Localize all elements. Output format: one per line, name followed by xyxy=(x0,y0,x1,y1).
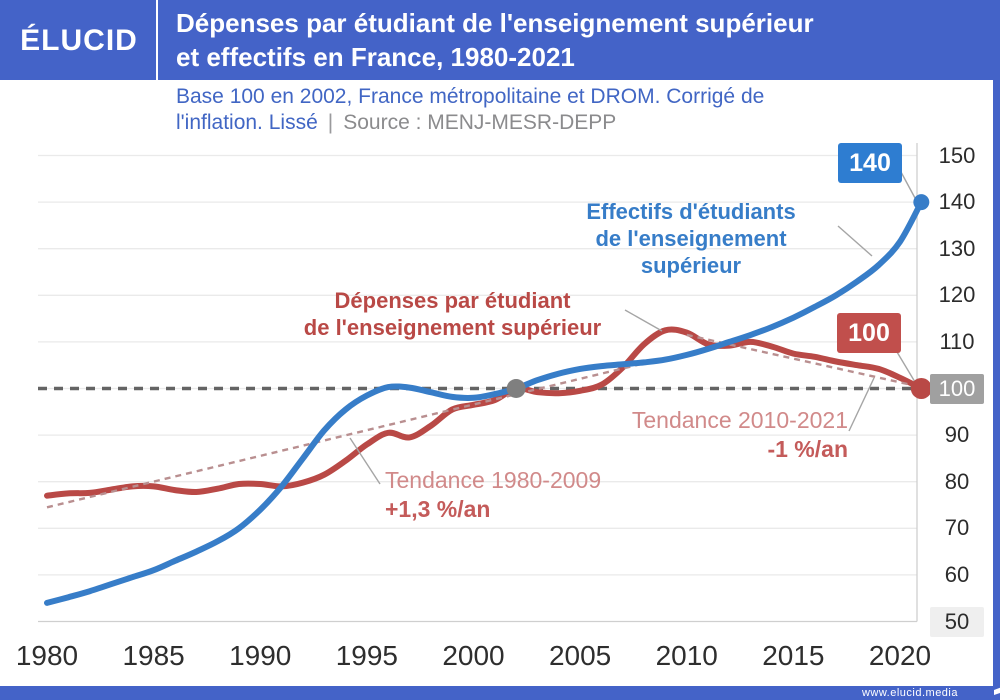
x-tick-label-1990: 1990 xyxy=(229,640,292,671)
base-2002-dot xyxy=(506,379,526,398)
trend-line-1 xyxy=(46,357,666,509)
y-tick-label-80: 80 xyxy=(944,468,970,494)
x-tick-label-1985: 1985 xyxy=(122,640,185,671)
y-tick-label-110: 110 xyxy=(939,328,975,354)
trend2-callout xyxy=(848,377,875,432)
header-divider xyxy=(156,0,158,80)
y-tick-label-150: 150 xyxy=(938,142,976,168)
subtitle-line2: l'inflation. Lissé | Source : MENJ-MESR-DE… xyxy=(176,110,764,136)
trend1-callout xyxy=(349,437,381,485)
depenses-label-callout xyxy=(624,309,663,332)
effectifs-label-callout xyxy=(837,225,873,257)
effectifs-line xyxy=(44,199,925,606)
y-tick-label-140: 140 xyxy=(938,189,976,215)
x-tick-label-2010: 2010 xyxy=(655,640,718,671)
badge100-callout xyxy=(896,351,916,383)
y-tick-label-50: 50 xyxy=(930,606,984,637)
y-tick-label-100: 100 xyxy=(930,373,984,404)
y-tick-label-90: 90 xyxy=(944,422,970,448)
subtitle-method: l'inflation. Lissé xyxy=(176,111,318,134)
x-tick-label-2020: 2020 xyxy=(868,640,932,671)
page-title: Dépenses par étudiant de l'enseignement … xyxy=(176,6,814,74)
subtitle: Base 100 en 2002, France métropolitaine … xyxy=(176,84,764,136)
effectifs-end-dot xyxy=(913,194,930,211)
subtitle-separator: | xyxy=(327,111,334,134)
x-tick-label-2000: 2000 xyxy=(442,640,505,671)
subtitle-line1: Base 100 en 2002, France métropolitaine … xyxy=(176,85,765,108)
depenses-line xyxy=(44,326,925,499)
x-tick-label-1980: 1980 xyxy=(15,640,79,671)
right-border-strip xyxy=(993,80,1000,700)
depenses-end-value-badge: 100 xyxy=(837,313,901,353)
x-tick-label-2015: 2015 xyxy=(762,640,825,671)
header: ÉLUCID Dépenses par étudiant de l'enseig… xyxy=(0,0,1000,80)
footer-bar: www.elucid.media xyxy=(0,686,1000,700)
depenses-series-label: Dépenses par étudiant de l'enseignement … xyxy=(303,288,602,340)
effectifs-series-label: Effectifs d'étudiants de l'enseignement … xyxy=(586,199,796,278)
source-credit: Source : MENJ-MESR-DEPP xyxy=(343,111,617,134)
effectifs-end-value-badge: 140 xyxy=(838,143,902,183)
y-tick-label-70: 70 xyxy=(944,515,970,541)
y-tick-label-60: 60 xyxy=(944,561,970,587)
x-tick-label-2005: 2005 xyxy=(548,640,612,671)
trend-1980-2009-label: Tendance 1980-2009 +1,3 %/an xyxy=(385,467,602,522)
elucid-logo: ÉLUCID xyxy=(20,24,138,57)
x-tick-label-1995: 1995 xyxy=(335,640,399,671)
y-tick-label-130: 130 xyxy=(938,235,976,261)
title-line1: Dépenses par étudiant de l'enseignement … xyxy=(176,8,814,38)
y-tick-label-120: 120 xyxy=(938,282,976,308)
website-url: www.elucid.media xyxy=(861,687,958,699)
trend-2010-2021-label: Tendance 2010-2021 -1 %/an xyxy=(631,407,848,462)
title-line2: et effectifs en France, 1980-2021 xyxy=(176,42,575,72)
badge140-callout xyxy=(900,171,916,199)
depenses-end-dot xyxy=(910,378,932,399)
trend-line-2 xyxy=(686,333,922,389)
